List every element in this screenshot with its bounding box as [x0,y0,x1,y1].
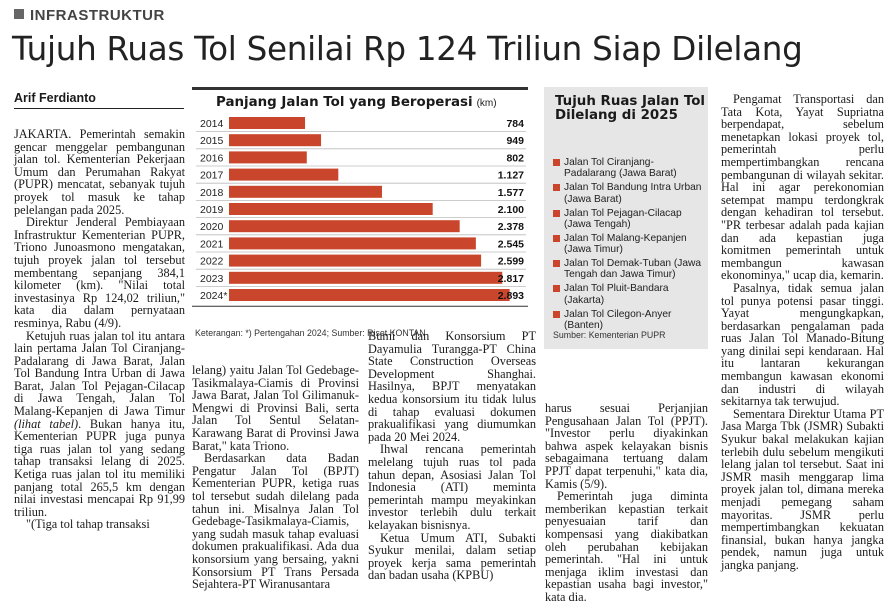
paragraph: Berdasarkan data Badan Pengatur Jalan To… [192,451,359,592]
sidebar-item: Jalan Tol Pejagan-Cilacap (Jawa Tengah) [553,208,705,231]
value-label: 2.545 [498,238,524,250]
paragraph: Direktur Jenderal Pembiayaan Infrastrukt… [14,215,185,330]
sidebar-item-text: Jalan Tol Malang-Kepanjen (Jawa Timur) [564,232,687,256]
article-column-5: Pengamat Transportasi dan Tata Kota, Yay… [721,93,884,572]
toll-road-chart: Panjang Jalan Tol yang Beroperasi (km) 20… [192,87,528,341]
category-label: 2016 [200,152,224,164]
value-label: 1.127 [498,170,524,182]
value-label: 2.378 [498,221,524,233]
category-label: 2023 [200,273,224,285]
value-label: 949 [506,135,524,147]
value-label: 802 [506,152,524,164]
sidebar-item-text: Jalan Tol Demak-Tuban (Jawa Tengah dan J… [564,258,702,281]
article-column-2: lelang) yaitu Jalan Tol Gedebage-Tasikma… [192,364,359,591]
bullet-square-icon [553,260,560,268]
bar [229,254,482,267]
sidebar-source: Sumber: Kementerian PUPR [553,330,666,340]
category-label: 2024* [200,290,227,302]
sidebar-item: Jalan Tol Cilegon-Anyer (Banten) [553,309,705,332]
paragraph: Pengamat Transportasi dan Tata Kota, Yay… [721,92,884,283]
paragraph: Ketua Umum ATI, Subakti Syukur menilai, … [368,530,536,583]
bar [229,185,382,198]
bar [229,203,433,215]
article-column-1: JAKARTA. Pemerintah semakin gencar mengg… [14,128,185,531]
bullet-square-icon [553,184,560,192]
sidebar-item: Jalan Tol Bandung Intra Urban (Jawa Bara… [553,182,705,205]
paragraph: harus sesuai Perjanjian Pengusahaan Jala… [545,401,708,491]
chart-title: Panjang Jalan Tol yang Beroperasi (km) [216,95,497,110]
category-label: 2015 [200,135,224,147]
paragraph: Sementara Direktur Utama PT Jasa Marga T… [721,406,884,572]
article-column-3: Bumi dan Konsorsium PT Dayamulia Turangg… [368,330,536,582]
bar [229,289,510,301]
category-label: 2014 [200,118,224,130]
chart-title-text: Panjang Jalan Tol yang Beroperasi [216,95,473,110]
sidebar-title: Tujuh Ruas Jalan Tol Dilelang di 2025 [555,94,706,123]
sidebar-item: Jalan Tol Malang-Kepanjen (Jawa Timur) [553,233,705,256]
paragraph: Ihwal rencana pemerintah melelang tujuh … [368,442,536,532]
value-label: 1.577 [498,187,524,199]
bullet-square-icon [553,209,560,217]
sidebar-list: Jalan Tol Ciranjang-Padalarang (Jawa Bar… [553,157,705,334]
chart-unit: (km) [476,98,497,109]
bar [229,151,307,164]
paragraph: JAKARTA. Pemerintah semakin gencar mengg… [14,127,185,217]
headline: Tujuh Ruas Tol Senilai Rp 124 Triliun Si… [12,30,803,68]
bar [229,134,322,147]
chart-plot: 2014 784 2015 949 2016 802 2017 1.127 2018 1.577 2… [192,117,528,307]
value-label: 2.599 [498,256,524,268]
bar [229,168,339,181]
bullet-square-icon [553,310,560,318]
value-label: 2.817 [498,273,524,285]
bar [229,237,476,250]
paragraph: lelang) yaitu Jalan Tol Gedebage-Tasikma… [192,363,359,453]
paragraph: Ketujuh ruas jalan tol itu antara lain p… [14,328,185,519]
bar [229,271,503,284]
sidebar-item-text: Jalan Tol Pluit-Bandara (Jakarta) [564,283,669,306]
sidebar-item: Jalan Tol Demak-Tuban (Jawa Tengah dan J… [553,258,705,281]
section-square-icon [14,9,24,20]
sidebar-item: Jalan Tol Pluit-Bandara (Jakarta) [553,283,705,306]
bullet-square-icon [553,159,560,166]
bar [229,220,460,233]
bar [229,117,306,129]
sidebar-item: Jalan Tol Ciranjang-Padalarang (Jawa Bar… [553,157,705,180]
sidebar-item-text: Jalan Tol Ciranjang-Padalarang (Jawa Bar… [564,157,677,180]
paragraph: Pemerintah juga diminta memberikan kepas… [545,489,708,604]
sidebar-item-text: Jalan Tol Pejagan-Cilacap (Jawa Tengah) [564,207,682,230]
value-label: 2.100 [498,204,524,216]
category-label: 2022 [200,256,224,268]
bullet-square-icon [553,285,560,293]
category-label: 2021 [200,238,224,250]
paragraph: Pasalnya, tidak semua jalan tol punya po… [721,280,884,409]
paragraph: "(Tiga tol tahap transaksi [26,517,150,532]
bullet-square-icon [553,234,560,242]
paragraph: Bumi dan Konsorsium PT Dayamulia Turangg… [368,329,536,444]
author-byline: Arif Ferdianto [14,91,96,105]
author-divider [14,108,184,109]
section-label: INFRASTRUKTUR [14,7,165,24]
value-label: 784 [506,118,524,130]
article-column-4: harus sesuai Perjanjian Pengusahaan Jala… [545,402,708,604]
sidebar-item-text: Jalan Tol Bandung Intra Urban (Jawa Bara… [564,182,702,205]
chart-note: Keterangan: *) Pertengahan 2024; Sumber:… [195,328,426,338]
sidebar-item-text: Jalan Tol Cilegon-Anyer (Banten) [564,308,672,331]
section-text: INFRASTRUKTUR [30,7,165,24]
category-label: 2019 [200,204,224,216]
category-label: 2017 [200,170,224,182]
sidebar-box: Tujuh Ruas Jalan Tol Dilelang di 2025 Ja… [544,87,708,349]
category-label: 2020 [200,221,224,233]
chart-top-rule [192,87,528,90]
value-label: 2.893 [498,290,524,302]
category-label: 2018 [200,187,224,199]
